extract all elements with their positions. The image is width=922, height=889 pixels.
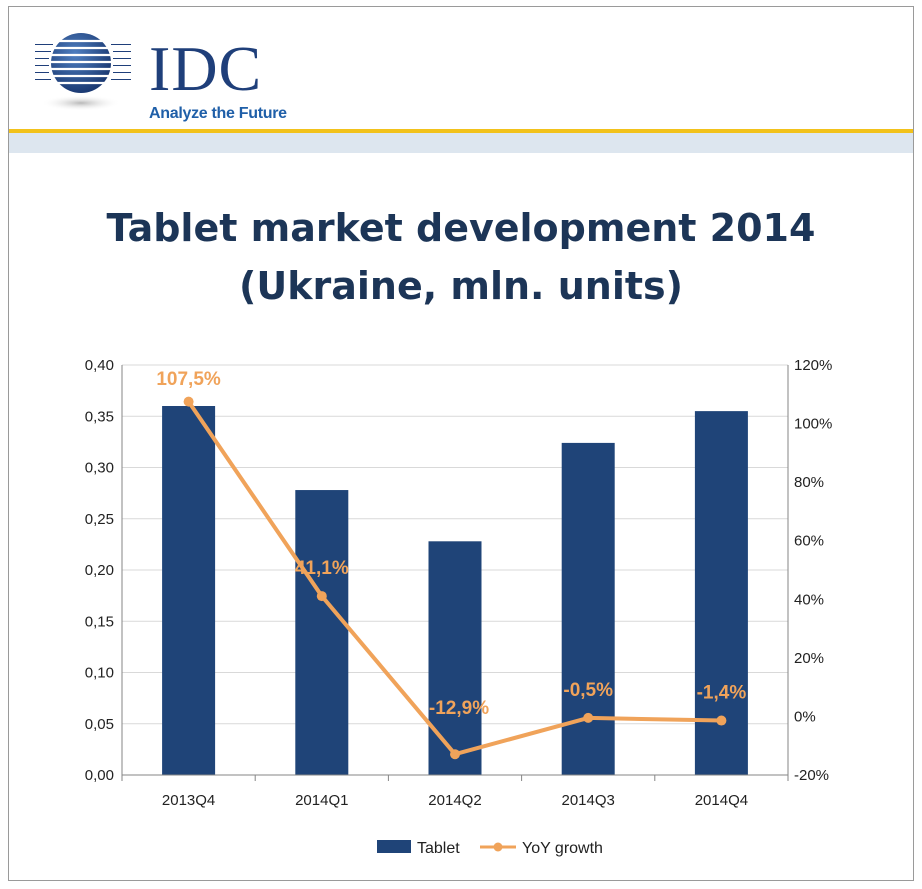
chart-title-line2: (Ukraine, mln. units) <box>238 264 683 308</box>
legend-label-tablet: Tablet <box>417 840 460 857</box>
bar-tablet <box>428 541 482 775</box>
x-tick-label: 2014Q4 <box>695 792 748 809</box>
legend-swatch-tablet <box>377 840 411 853</box>
y-left-tick-label: 0,10 <box>85 665 114 682</box>
y-right-tick-label: -20% <box>794 767 829 784</box>
chart-title-line1: Tablet market development 2014 <box>106 206 816 250</box>
data-labels: 107,5% 41,1% -12,9% -0,5% -1,4% <box>156 369 746 719</box>
y-right-tick-label: 80% <box>794 474 824 491</box>
y-right-tick-label: 100% <box>794 416 832 433</box>
point-yoy-growth <box>716 715 727 726</box>
globe-icon <box>31 33 141 111</box>
data-label-yoy: 107,5% <box>156 369 221 390</box>
y-left-tick-label: 0,20 <box>85 562 114 579</box>
idc-logo: IDC Analyze the Future <box>31 29 311 122</box>
bar-tablet <box>694 411 748 775</box>
point-yoy-growth <box>583 712 594 723</box>
y-left-tick-label: 0,35 <box>85 408 114 425</box>
data-label-yoy: -1,4% <box>697 683 747 704</box>
data-label-yoy: -0,5% <box>563 680 613 701</box>
y-right-tick-label: 0% <box>794 708 816 725</box>
y-left-tick-label: 0,15 <box>85 613 114 630</box>
y-left-tick-label: 0,30 <box>85 460 114 477</box>
point-yoy-growth <box>450 749 460 760</box>
x-tick-label: 2014Q1 <box>295 792 348 809</box>
logo-brand: IDC <box>149 33 263 104</box>
legend-marker-yoy <box>493 842 503 852</box>
legend: Tablet YoY growth <box>377 840 603 857</box>
bar-tablet <box>295 490 349 775</box>
x-tick-label: 2014Q2 <box>428 792 481 809</box>
y-right-tick-label: 60% <box>794 533 824 550</box>
line-series <box>183 396 727 760</box>
y-left-tick-label: 0,05 <box>85 716 114 733</box>
y-left-tick-label: 0,00 <box>85 767 114 784</box>
y-right-tick-label: 40% <box>794 591 824 608</box>
y-left-tick-label: 0,25 <box>85 511 114 528</box>
legend-label-yoy: YoY growth <box>522 840 603 857</box>
header-rule-gold <box>9 129 913 133</box>
x-tick-label: 2013Q4 <box>162 792 215 809</box>
data-label-yoy: 41,1% <box>295 558 349 579</box>
y-left-tick-label: 0,40 <box>85 357 114 374</box>
chart-title: Tablet market development 2014 (Ukraine,… <box>9 199 913 315</box>
header-rule-blue <box>9 133 913 153</box>
y-right-tick-label: 20% <box>794 650 824 667</box>
bar-tablet <box>162 406 216 775</box>
point-yoy-growth <box>183 396 194 407</box>
y-right-tick-label: 120% <box>794 357 832 374</box>
logo-tagline: Analyze the Future <box>149 105 287 122</box>
axes: 0,00 0,05 0,10 0,15 0,20 0,25 0,30 0,35 0,40 -20%… <box>85 357 833 809</box>
point-yoy-growth <box>316 591 327 602</box>
bar-tablet <box>561 442 615 775</box>
data-label-yoy: -12,9% <box>429 698 489 719</box>
x-tick-label: 2014Q3 <box>562 792 615 809</box>
